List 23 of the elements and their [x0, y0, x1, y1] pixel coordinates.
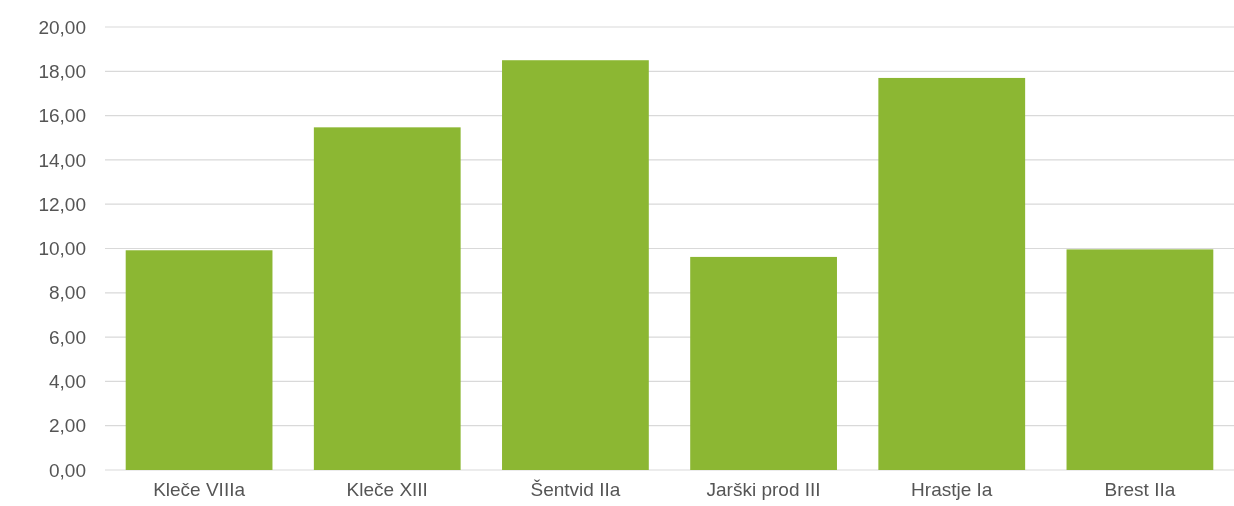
bar	[878, 77, 1026, 470]
y-tick-label: 2,00	[49, 415, 86, 437]
y-tick-label: 0,00	[49, 459, 86, 481]
bar	[502, 60, 649, 470]
y-tick-label: 4,00	[49, 371, 86, 393]
x-tick-label: Brest IIa	[1104, 479, 1176, 500]
y-tick-label: 8,00	[49, 282, 86, 304]
x-tick-label: Kleče VIIIa	[153, 479, 246, 500]
x-tick-label: Jarški prod III	[706, 479, 821, 500]
x-tick-label: Šentvid IIa	[530, 479, 621, 500]
y-tick-label: 16,00	[38, 105, 86, 127]
x-tick-label: Kleče XIII	[346, 479, 428, 500]
bar	[1066, 249, 1214, 470]
x-tick-label: Hrastje Ia	[911, 479, 993, 500]
bar	[313, 127, 461, 470]
y-tick-label: 20,00	[38, 16, 86, 38]
bar	[690, 256, 837, 470]
bar	[125, 250, 273, 470]
y-tick-label: 6,00	[49, 326, 86, 348]
y-tick-label: 12,00	[38, 193, 86, 215]
y-tick-label: 18,00	[38, 60, 86, 82]
y-tick-label: 10,00	[38, 238, 86, 260]
y-tick-label: 14,00	[38, 149, 86, 171]
